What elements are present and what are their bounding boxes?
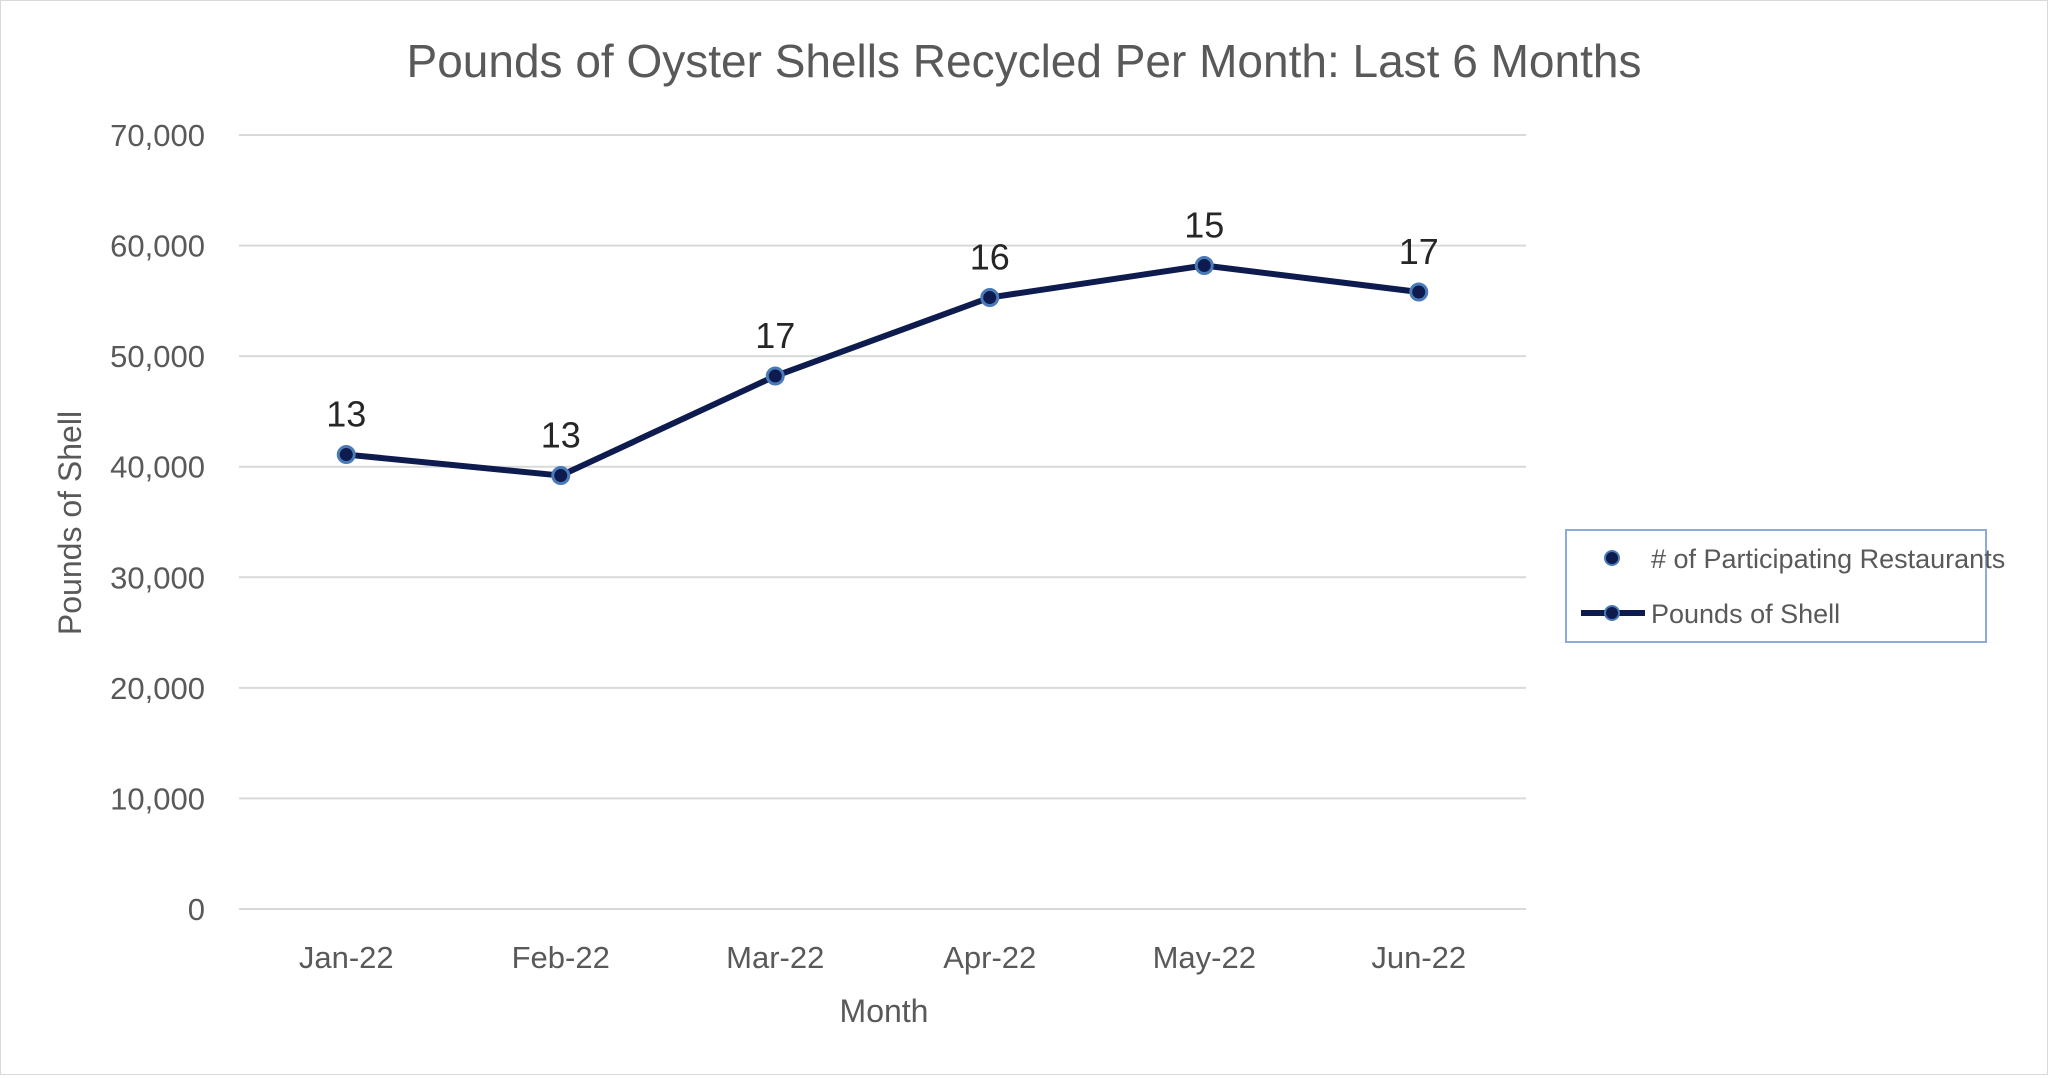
chart-title: Pounds of Oyster Shells Recycled Per Mon… <box>407 35 1642 87</box>
data-point <box>1409 282 1429 302</box>
y-tick-label: 10,000 <box>110 781 205 816</box>
y-tick-label: 30,000 <box>110 560 205 595</box>
legend-marker-pounds-of-shell <box>1604 605 1620 621</box>
x-tick-label: Mar-22 <box>726 940 824 975</box>
data-point <box>980 288 1000 308</box>
y-axis-ticks: 0 10,000 20,000 30,000 40,000 50,000 60,000 70,… <box>110 118 205 927</box>
data-label: 16 <box>970 237 1010 278</box>
x-axis-ticks: Jan-22 Feb-22 Mar-22 Apr-22 May-22 Jun-22 <box>299 940 1466 975</box>
gridlines <box>239 134 1526 910</box>
y-tick-label: 60,000 <box>110 229 205 264</box>
y-tick-label: 50,000 <box>110 339 205 374</box>
legend-box <box>1565 529 1987 643</box>
x-tick-label: May-22 <box>1153 940 1256 975</box>
x-tick-label: Feb-22 <box>512 940 610 975</box>
legend-label-participating-restaurants: # of Participating Restaurants <box>1651 544 2005 574</box>
data-labels: 13 13 17 16 15 17 <box>326 204 1439 455</box>
data-label: 13 <box>541 415 581 456</box>
y-tick-label: 0 <box>188 892 205 927</box>
data-label: 13 <box>326 394 366 435</box>
x-tick-label: Jun-22 <box>1371 940 1466 975</box>
data-label: 17 <box>1399 231 1439 272</box>
y-axis-label: Pounds of Shell <box>52 411 88 635</box>
data-point <box>765 366 785 386</box>
x-axis-label: Month <box>840 993 929 1029</box>
x-tick-label: Apr-22 <box>943 940 1036 975</box>
data-point <box>1194 255 1214 275</box>
data-point <box>551 466 571 486</box>
legend-marker-participating-restaurants <box>1604 550 1620 566</box>
series-pounds-of-shell <box>336 255 1429 486</box>
data-label: 17 <box>755 315 795 356</box>
data-label: 15 <box>1184 204 1224 245</box>
y-tick-label: 20,000 <box>110 671 205 706</box>
series-line <box>343 262 1422 479</box>
legend: # of Participating Restaurants Pounds of… <box>1565 529 2005 643</box>
x-tick-label: Jan-22 <box>299 940 394 975</box>
y-tick-label: 40,000 <box>110 450 205 485</box>
data-point <box>336 445 356 465</box>
legend-label-pounds-of-shell: Pounds of Shell <box>1651 599 1840 629</box>
y-tick-label: 70,000 <box>110 118 205 153</box>
